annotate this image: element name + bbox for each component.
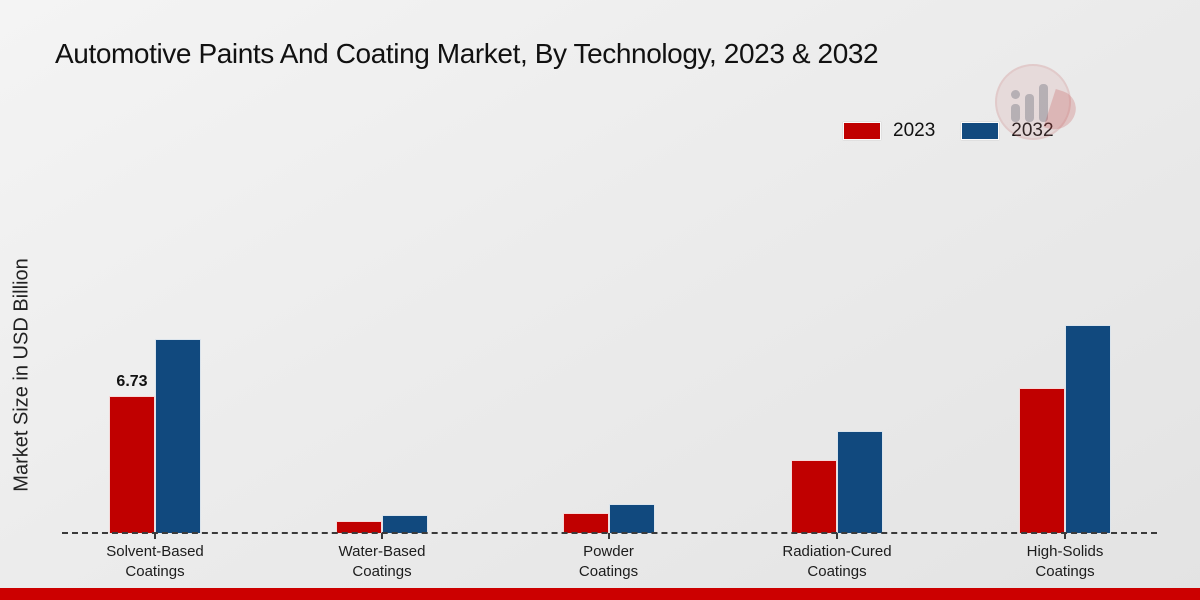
bar-2023-high-solids-coatings (1019, 388, 1065, 533)
logo-bar-icon (1011, 104, 1020, 122)
category-label-high-solids-coatings: High-Solids Coatings (1026, 543, 1104, 580)
bar-2023-radiation-cured-coatings (791, 460, 837, 533)
legend-item-2023: 2023 (843, 120, 935, 142)
bar-2023-water-based-coatings (336, 521, 382, 533)
legend-swatch-2023 (843, 122, 881, 140)
x-tick-solvent-based-coatings (154, 533, 156, 539)
bar-2032-high-solids-coatings (1065, 325, 1111, 533)
bar-2023-powder-coatings (562, 513, 609, 533)
bar-2032-water-based-coatings (382, 515, 428, 533)
x-tick-high-solids-coatings (1064, 533, 1066, 539)
legend-swatch-2032 (961, 122, 1000, 140)
logo-circle-icon (995, 64, 1071, 140)
bar-2032-solvent-based-coatings (155, 339, 201, 533)
logo-dot-icon (1011, 90, 1020, 99)
bar-2032-powder-coatings (608, 504, 655, 533)
x-tick-powder-coatings (607, 533, 610, 539)
market-research-future-logo (993, 62, 1081, 140)
category-label-solvent-based-coatings: Solvent-Based Coatings (106, 543, 204, 580)
data-label-2023-solvent-based-coatings: 6.73 (116, 373, 148, 390)
bottom-red-strip (0, 588, 1200, 600)
legend-label-2023: 2023 (893, 120, 936, 141)
category-label-radiation-cured-coatings: Radiation-Cured Coatings (782, 543, 892, 580)
chart-title: Automotive Paints And Coating Market, By… (55, 38, 879, 69)
x-tick-water-based-coatings (381, 533, 383, 539)
logo-bar-icon (1039, 84, 1048, 122)
bar-2032-radiation-cured-coatings (837, 431, 883, 533)
x-tick-radiation-cured-coatings (836, 533, 838, 539)
bar-2023-solvent-based-coatings (109, 396, 155, 533)
category-label-powder-coatings: Powder Coatings (578, 543, 639, 580)
category-label-water-based-coatings: Water-Based Coatings (338, 543, 426, 580)
logo-bar-icon (1025, 94, 1034, 122)
x-axis-baseline (62, 532, 1157, 534)
